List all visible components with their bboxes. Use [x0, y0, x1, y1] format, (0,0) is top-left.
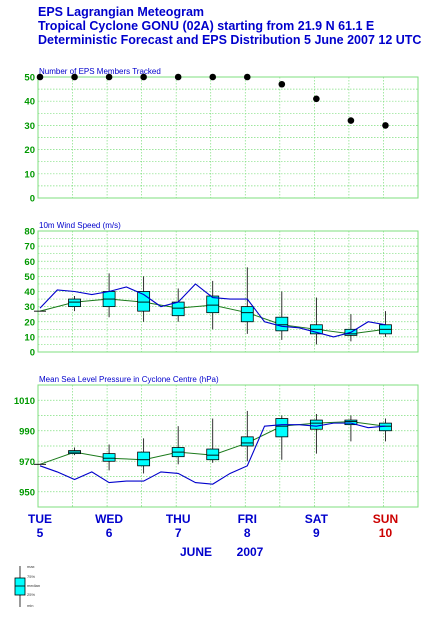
legend-label: 25%	[27, 592, 35, 597]
y-tick-label: 10	[24, 169, 35, 180]
y-tick-label: 0	[30, 194, 35, 205]
y-tick-label: 950	[19, 487, 35, 498]
month-label: JUNE	[180, 545, 212, 559]
day-number-label: 5	[37, 526, 44, 540]
member-count-point	[209, 73, 217, 81]
y-tick-label: 990	[19, 426, 35, 437]
day-name-label: SUN	[373, 512, 398, 526]
panel-frame	[37, 384, 419, 508]
member-count-point	[36, 73, 44, 81]
y-tick-label: 50	[24, 73, 35, 84]
box-iqr	[309, 419, 323, 430]
panel-3: Mean Sea Level Pressure in Cyclone Centr…	[14, 375, 419, 508]
title-line-3: Deterministic Forecast and EPS Distribut…	[38, 33, 422, 47]
day-name-label: THU	[166, 512, 191, 526]
deterministic-line	[39, 422, 386, 485]
y-tick-label: 970	[19, 457, 35, 468]
panel-frame	[37, 76, 419, 199]
panel-title: 10m Wind Speed (m/s)	[39, 221, 121, 230]
legend-box	[14, 577, 26, 596]
panel-1: Number of EPS Members Tracked 0 10 20 30 40 50	[24, 67, 419, 205]
member-count-point	[278, 80, 286, 88]
day-number-label: 10	[379, 526, 393, 540]
y-tick-label: 70	[24, 242, 35, 253]
chart-titles: EPS Lagrangian Meteogram Tropical Cyclon…	[38, 5, 421, 47]
y-tick-label: 20	[24, 145, 35, 156]
y-tick-label: 40	[24, 97, 35, 108]
panel-2: 10m Wind Speed (m/s) 0 10 20 30 40 50 60 70 80	[24, 221, 419, 359]
panel-title: Number of EPS Members Tracked	[39, 67, 161, 76]
y-tick-label: 0	[30, 348, 35, 359]
box-iqr	[240, 306, 254, 323]
year-label: 2007	[237, 545, 264, 559]
deterministic-line	[39, 283, 386, 338]
box-iqr	[137, 451, 151, 467]
day-name-label: SAT	[305, 512, 329, 526]
member-count-point	[313, 95, 320, 103]
legend-label: median	[27, 583, 40, 588]
legend-label: max	[27, 564, 35, 569]
y-tick-label: 1010	[14, 396, 35, 407]
box-iqr	[240, 436, 254, 447]
panel-title: Mean Sea Level Pressure in Cyclone Centr…	[39, 375, 219, 384]
day-number-label: 8	[244, 526, 251, 540]
box-iqr	[275, 418, 289, 438]
panel-frame	[37, 230, 419, 353]
y-tick-label: 80	[24, 227, 35, 238]
box-iqr	[275, 316, 289, 332]
y-tick-label: 30	[24, 302, 35, 313]
y-tick-label: 60	[24, 257, 35, 268]
title-line-1: EPS Lagrangian Meteogram	[38, 5, 205, 19]
legend-label: 75%	[27, 574, 35, 579]
box-iqr	[68, 298, 81, 308]
member-count-point	[140, 73, 147, 81]
box-iqr	[171, 301, 185, 317]
box-iqr	[206, 448, 220, 461]
day-name-label: WED	[95, 512, 123, 526]
day-name-label: FRI	[238, 512, 257, 526]
y-tick-label: 10	[24, 332, 35, 343]
day-number-label: 7	[175, 526, 182, 540]
day-name-label: TUE	[28, 512, 52, 526]
y-tick-label: 50	[24, 272, 35, 283]
legend-label: min	[27, 603, 33, 608]
box-iqr	[344, 419, 358, 426]
y-tick-label: 30	[24, 121, 35, 132]
member-count-point	[382, 122, 389, 129]
member-count-point	[71, 73, 78, 81]
legend: max 75% median 25% min	[14, 564, 40, 608]
member-count-point	[347, 117, 355, 124]
box-iqr	[102, 453, 116, 462]
member-count-point	[105, 73, 113, 81]
y-tick-label: 40	[24, 287, 35, 298]
member-count-point	[174, 73, 182, 81]
day-number-label: 6	[106, 526, 113, 540]
title-line-2: Tropical Cyclone GONU (02A) starting fro…	[38, 19, 375, 33]
day-number-label: 9	[313, 526, 320, 540]
member-count-point	[243, 73, 251, 81]
box-iqr	[206, 295, 220, 314]
y-tick-label: 20	[24, 317, 35, 328]
